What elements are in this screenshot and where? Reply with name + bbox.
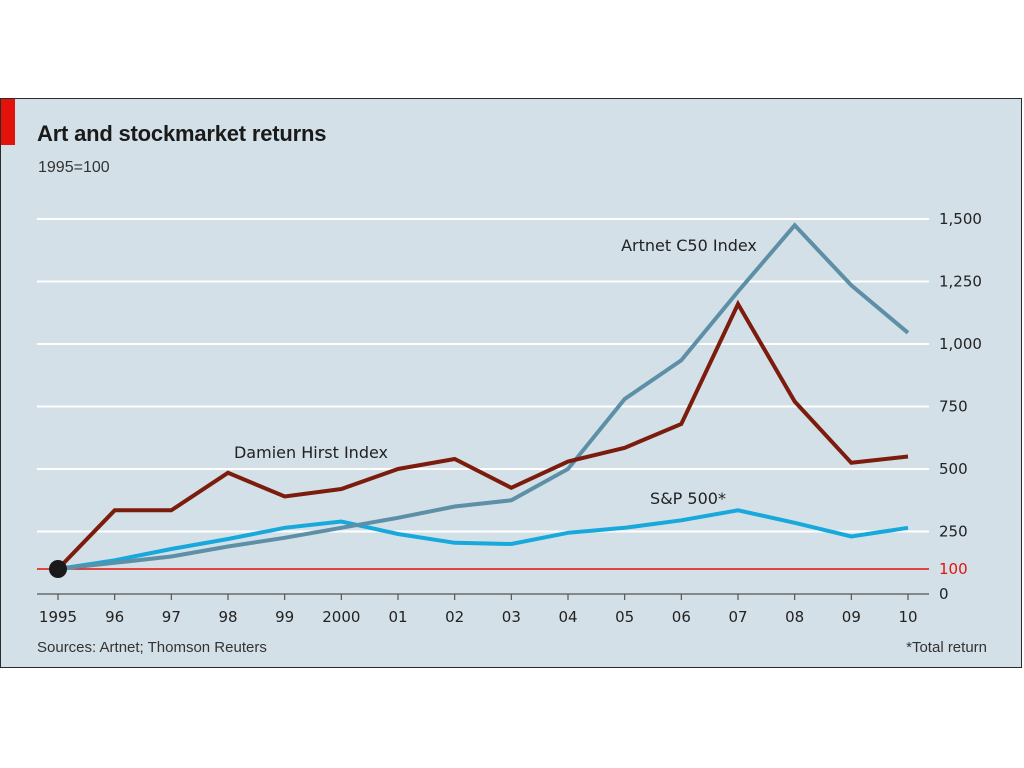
x-tick-label: 05 (615, 608, 634, 626)
reference-line-label: 100 (939, 560, 968, 578)
x-tick-label: 08 (785, 608, 804, 626)
accent-bar (1, 99, 15, 145)
y-tick-label: 1,500 (939, 210, 982, 228)
x-tick-label: 99 (275, 608, 294, 626)
footnote: *Total return (906, 639, 987, 656)
x-tick-label: 97 (162, 608, 181, 626)
source-note: Sources: Artnet; Thomson Reuters (37, 639, 267, 656)
x-tick-label: 2000 (322, 608, 360, 626)
series-label-damien-hirst-index: Damien Hirst Index (234, 443, 388, 462)
y-tick-label: 0 (939, 585, 949, 603)
y-tick-label: 250 (939, 523, 968, 541)
series-label-artnet-c50-index: Artnet C50 Index (621, 236, 757, 255)
x-tick-label: 01 (388, 608, 407, 626)
x-tick-label: 06 (672, 608, 691, 626)
line-chart: 0 250 500 750 1,000 1,250 1,500 1995 96 97 98 99 200… (37, 210, 982, 626)
series-line-damien-hirst-index (56, 299, 909, 571)
y-tick-label: 1,250 (939, 273, 982, 291)
start-marker (49, 560, 67, 578)
x-tick-label: 07 (728, 608, 747, 626)
y-tick-label: 500 (939, 460, 968, 478)
x-tick-label: 98 (218, 608, 237, 626)
y-tick-label: 1,000 (939, 335, 982, 353)
chart-subtitle: 1995=100 (38, 159, 110, 176)
x-tick-label: 04 (558, 608, 577, 626)
x-tick-label: 02 (445, 608, 464, 626)
x-tick-label: 03 (502, 608, 521, 626)
series-label-s-p-500: S&P 500* (650, 489, 726, 508)
x-tick-label: 09 (842, 608, 861, 626)
x-tick-label: 1995 (39, 608, 77, 626)
chart-title: Art and stockmarket returns (37, 121, 327, 146)
series-line-s-p-500 (57, 508, 909, 571)
x-tick-label: 96 (105, 608, 124, 626)
chart-panel: Art and stockmarket returns 1995=100 0 25… (0, 98, 1022, 668)
series-line-artnet-c50-index (57, 222, 910, 571)
x-tick-label: 10 (898, 608, 917, 626)
y-tick-label: 750 (939, 398, 968, 416)
